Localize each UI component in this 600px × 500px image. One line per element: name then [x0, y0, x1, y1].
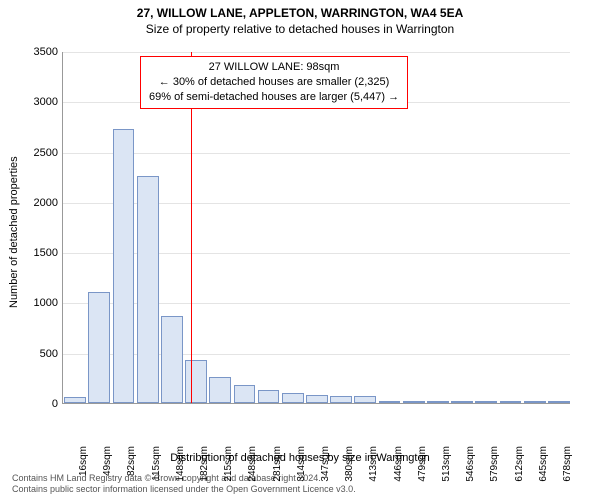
callout-line-smaller: ← 30% of detached houses are smaller (2,… [149, 75, 399, 90]
histogram-bar [88, 292, 110, 403]
x-tick-label: 446sqm [393, 446, 404, 482]
histogram-bar [379, 401, 401, 403]
x-tick-label: 645sqm [538, 446, 549, 482]
histogram-bar [185, 360, 207, 403]
x-tick-label: 380sqm [344, 446, 355, 482]
histogram-bar [475, 401, 497, 403]
x-tick-label: 347sqm [320, 446, 331, 482]
histogram-bar [282, 393, 304, 403]
x-tick-label: 16sqm [78, 446, 89, 476]
grid-line [63, 153, 570, 154]
x-tick-label: 413sqm [368, 446, 379, 482]
histogram-bar [330, 396, 352, 403]
histogram-bar [403, 401, 425, 403]
grid-line [63, 52, 570, 53]
histogram-bar [354, 396, 376, 403]
histogram-bar [113, 129, 135, 403]
histogram-bar [451, 401, 473, 403]
histogram-bar [234, 385, 256, 403]
callout-line-larger: 69% of semi-detached houses are larger (… [149, 90, 399, 105]
y-tick-label: 1500 [18, 247, 58, 259]
histogram-bar [161, 316, 183, 403]
chart-title: 27, WILLOW LANE, APPLETON, WARRINGTON, W… [0, 0, 600, 20]
x-tick-label: 115sqm [151, 446, 162, 481]
callout-line-property: 27 WILLOW LANE: 98sqm [149, 60, 399, 75]
x-tick-label: 479sqm [417, 446, 428, 482]
x-tick-label: 678sqm [562, 446, 573, 482]
y-tick-label: 2000 [18, 197, 58, 209]
histogram-bar [548, 401, 570, 403]
x-tick-label: 215sqm [223, 446, 234, 482]
footer-line-2: Contains public sector information licen… [12, 484, 356, 496]
y-tick-label: 2500 [18, 147, 58, 159]
histogram-bar [258, 390, 280, 403]
x-tick-label: 49sqm [102, 446, 113, 476]
histogram-bar [137, 176, 159, 403]
x-tick-label: 281sqm [272, 446, 283, 482]
x-tick-label: 579sqm [489, 446, 500, 482]
histogram-bar [306, 395, 328, 403]
x-tick-label: 612sqm [514, 446, 525, 482]
x-tick-label: 82sqm [126, 446, 137, 476]
property-callout-box: 27 WILLOW LANE: 98sqm ← 30% of detached … [140, 56, 408, 109]
y-axis-label: Number of detached properties [8, 156, 20, 308]
histogram-bar [427, 401, 449, 403]
histogram-bar [209, 377, 231, 403]
x-tick-label: 513sqm [441, 446, 452, 482]
histogram-bar [500, 401, 522, 403]
x-tick-label: 248sqm [247, 446, 258, 482]
y-tick-label: 3500 [18, 46, 58, 58]
y-tick-label: 1000 [18, 297, 58, 309]
x-tick-label: 546sqm [465, 446, 476, 482]
x-tick-label: 148sqm [175, 446, 186, 482]
histogram-bar [64, 397, 86, 403]
x-tick-label: 314sqm [296, 446, 307, 482]
chart-subtitle: Size of property relative to detached ho… [0, 20, 600, 36]
x-tick-label: 182sqm [199, 446, 210, 482]
y-tick-label: 3000 [18, 96, 58, 108]
y-tick-label: 500 [18, 348, 58, 360]
y-tick-label: 0 [18, 398, 58, 410]
histogram-bar [524, 401, 546, 403]
